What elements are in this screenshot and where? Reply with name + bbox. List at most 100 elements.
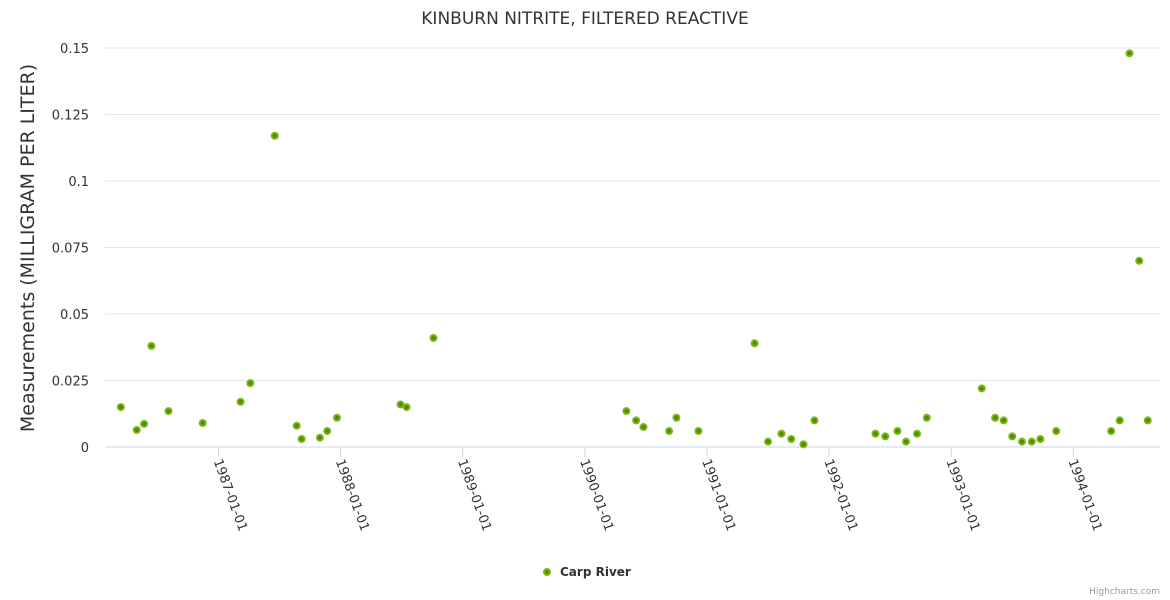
data-point[interactable] — [1107, 427, 1116, 436]
data-point[interactable] — [323, 427, 332, 436]
y-tick-label: 0.025 — [52, 375, 89, 390]
data-point[interactable] — [893, 427, 902, 436]
point-marker-center — [1109, 429, 1114, 434]
point-marker-center — [238, 399, 243, 404]
point-marker-center — [1127, 51, 1132, 56]
point-marker-center — [1145, 418, 1150, 423]
point-marker-center — [752, 341, 757, 346]
point-marker-center — [895, 429, 900, 434]
point-marker-center — [166, 409, 171, 414]
data-point[interactable] — [639, 423, 648, 432]
point-marker-center — [634, 418, 639, 423]
data-point[interactable] — [999, 416, 1008, 425]
data-point[interactable] — [787, 435, 796, 444]
credits-link[interactable]: Highcharts.com — [1089, 587, 1160, 597]
point-marker-center — [696, 429, 701, 434]
data-point[interactable] — [777, 429, 786, 438]
data-point[interactable] — [246, 379, 255, 388]
data-point[interactable] — [810, 416, 819, 425]
data-point[interactable] — [292, 421, 301, 430]
point-marker-center — [294, 423, 299, 428]
data-point[interactable] — [922, 413, 931, 422]
point-marker-center — [142, 421, 147, 426]
point-marker-center — [993, 415, 998, 420]
data-point[interactable] — [881, 432, 890, 441]
point-marker-center — [801, 442, 806, 447]
data-point[interactable] — [632, 416, 641, 425]
data-point[interactable] — [116, 403, 125, 412]
data-point[interactable] — [140, 419, 149, 428]
data-point[interactable] — [164, 407, 173, 416]
data-point[interactable] — [402, 403, 411, 412]
data-point[interactable] — [132, 425, 141, 434]
data-point[interactable] — [1135, 256, 1144, 265]
point-marker-center — [789, 437, 794, 442]
data-point[interactable] — [1115, 416, 1124, 425]
point-marker-center — [1029, 439, 1034, 444]
point-marker-center — [904, 439, 909, 444]
point-marker-center — [779, 431, 784, 436]
y-tick-label: 0.05 — [60, 308, 89, 323]
point-marker-center — [1117, 418, 1122, 423]
data-point[interactable] — [297, 435, 306, 444]
point-marker-center — [325, 429, 330, 434]
legend-item-carp-river[interactable]: Carp River — [543, 565, 631, 579]
point-marker-center — [979, 386, 984, 391]
data-point[interactable] — [1052, 427, 1061, 436]
data-point[interactable] — [236, 397, 245, 406]
data-point[interactable] — [1143, 416, 1152, 425]
y-tick-label: 0.1 — [68, 175, 89, 190]
y-tick-label: 0.15 — [60, 42, 89, 57]
data-point[interactable] — [396, 400, 405, 409]
point-marker-center — [200, 421, 205, 426]
data-point[interactable] — [871, 429, 880, 438]
legend-label: Carp River — [560, 565, 631, 579]
data-point[interactable] — [672, 413, 681, 422]
data-point[interactable] — [198, 419, 207, 428]
x-tick-label: 1994-01-01 — [1065, 457, 1105, 533]
data-point[interactable] — [902, 437, 911, 446]
chart-title: KINBURN NITRITE, FILTERED REACTIVE — [421, 9, 748, 29]
data-point[interactable] — [270, 131, 279, 140]
data-point[interactable] — [977, 384, 986, 393]
x-tick-label: 1993-01-01 — [942, 457, 982, 533]
point-marker-center — [431, 335, 436, 340]
data-point[interactable] — [1125, 49, 1134, 58]
point-marker-center — [1137, 258, 1142, 263]
data-point[interactable] — [1027, 437, 1036, 446]
data-point[interactable] — [1008, 432, 1017, 441]
point-marker-center — [149, 343, 154, 348]
point-marker-center — [404, 405, 409, 410]
point-marker-center — [1010, 434, 1015, 439]
data-point[interactable] — [1018, 437, 1027, 446]
data-point[interactable] — [764, 437, 773, 446]
data-point[interactable] — [1036, 435, 1045, 444]
point-marker-center — [812, 418, 817, 423]
point-marker-center — [272, 133, 277, 138]
data-point[interactable] — [991, 413, 1000, 422]
data-point[interactable] — [665, 427, 674, 436]
x-tick-label: 1992-01-01 — [820, 457, 860, 533]
data-point[interactable] — [799, 440, 808, 449]
point-marker-center — [118, 405, 123, 410]
data-point[interactable] — [622, 407, 631, 416]
point-marker-center — [667, 429, 672, 434]
y-tick-label: 0.075 — [52, 242, 89, 257]
point-marker-center — [134, 427, 139, 432]
point-marker-center — [1038, 437, 1043, 442]
point-marker-center — [915, 431, 920, 436]
point-marker-center — [624, 409, 629, 414]
point-marker-center — [674, 415, 679, 420]
x-tick-label: 1987-01-01 — [210, 457, 250, 533]
data-point[interactable] — [694, 427, 703, 436]
point-marker-center — [248, 381, 253, 386]
data-point[interactable] — [147, 341, 156, 350]
data-point[interactable] — [315, 433, 324, 442]
data-point[interactable] — [750, 339, 759, 348]
point-marker-center — [883, 434, 888, 439]
data-point[interactable] — [429, 333, 438, 342]
x-tick-label: 1991-01-01 — [698, 457, 738, 533]
data-point[interactable] — [913, 429, 922, 438]
data-point[interactable] — [333, 413, 342, 422]
